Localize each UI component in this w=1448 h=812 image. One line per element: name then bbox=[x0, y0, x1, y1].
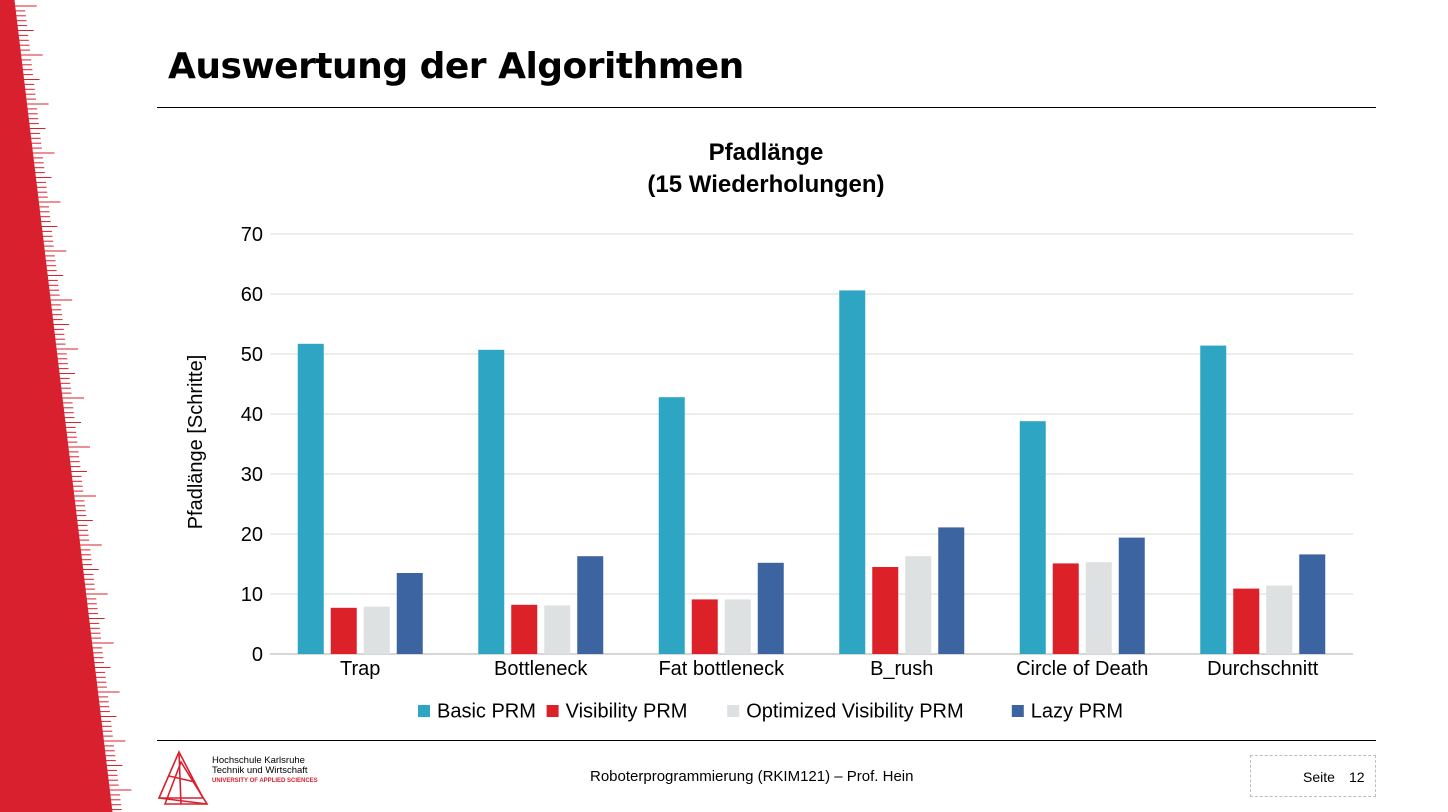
page-label: Seite bbox=[1303, 769, 1335, 785]
y-tick-label: 0 bbox=[252, 644, 263, 666]
bar bbox=[330, 607, 357, 654]
ruler-decoration bbox=[0, 0, 132, 812]
footer-divider bbox=[157, 740, 1376, 741]
logo-text-line1: Hochschule Karlsruhe bbox=[212, 755, 305, 766]
bar bbox=[905, 556, 932, 654]
x-tick-label: Circle of Death bbox=[1016, 658, 1148, 680]
x-tick-label: Trap bbox=[340, 658, 380, 680]
title-divider bbox=[157, 107, 1376, 108]
legend-swatch bbox=[418, 705, 430, 717]
ruler-edge bbox=[13, 0, 113, 812]
bar bbox=[1299, 554, 1326, 654]
bar bbox=[1019, 421, 1046, 654]
legend-swatch bbox=[1011, 705, 1024, 717]
y-tick-label: 50 bbox=[241, 344, 263, 366]
legend-label: Visibility PRM bbox=[566, 701, 688, 723]
bar bbox=[1085, 562, 1112, 654]
bar bbox=[757, 562, 784, 654]
y-axis-label: Pfadlänge [Schritte] bbox=[185, 355, 207, 530]
bar bbox=[544, 605, 571, 654]
legend-label: Lazy PRM bbox=[1031, 701, 1123, 723]
bar bbox=[1233, 588, 1260, 654]
x-tick-label: Fat bottleneck bbox=[658, 658, 785, 680]
y-tick-label: 40 bbox=[241, 404, 263, 426]
x-tick-label: Bottleneck bbox=[494, 658, 588, 680]
y-tick-label: 60 bbox=[241, 284, 263, 306]
bar bbox=[396, 573, 423, 654]
bar bbox=[658, 397, 685, 654]
bar bbox=[872, 567, 899, 654]
legend-swatch bbox=[727, 705, 740, 717]
bar bbox=[1266, 585, 1293, 654]
bar bbox=[691, 599, 718, 654]
chart-subtitle: (15 Wiederholungen) bbox=[647, 171, 884, 198]
logo-text-line3: UNIVERSITY OF APPLIED SCIENCES bbox=[212, 778, 318, 784]
bar bbox=[938, 527, 965, 654]
ruler-band bbox=[0, 0, 112, 812]
y-tick-label: 30 bbox=[241, 464, 263, 486]
legend-label: Optimized Visibility PRM bbox=[746, 701, 963, 723]
legend-label: Basic PRM bbox=[437, 701, 536, 723]
page-number-box: Seite 12 bbox=[1250, 755, 1376, 797]
bar bbox=[363, 606, 390, 654]
bar bbox=[297, 343, 324, 654]
bar bbox=[839, 290, 866, 654]
logo-mark-icon bbox=[157, 750, 209, 805]
bar bbox=[724, 599, 751, 654]
bar bbox=[1118, 537, 1145, 654]
footer-course: Roboterprogrammierung (RKIM121) – Prof. … bbox=[590, 768, 914, 785]
y-tick-label: 20 bbox=[241, 524, 263, 546]
x-tick-label: B_rush bbox=[870, 658, 933, 680]
bar bbox=[1052, 563, 1079, 654]
page-number: 12 bbox=[1349, 769, 1365, 785]
x-tick-label: Durchschnitt bbox=[1207, 658, 1319, 680]
y-tick-label: 10 bbox=[241, 584, 263, 606]
bar bbox=[577, 556, 604, 654]
logo-text-line2: Technik und Wirtschaft bbox=[212, 765, 308, 776]
chart-title: Pfadlänge bbox=[709, 139, 824, 166]
bar bbox=[478, 349, 505, 654]
page-title: Auswertung der Algorithmen bbox=[168, 46, 744, 87]
legend-swatch bbox=[546, 705, 559, 717]
bar bbox=[511, 604, 538, 654]
bar-chart: Pfadlänge (15 Wiederholungen) 0 10 20 30 40 50 6… bbox=[185, 139, 1353, 723]
university-logo: Hochschule Karlsruhe Technik und Wirtsch… bbox=[157, 750, 318, 805]
y-tick-label: 70 bbox=[241, 224, 263, 246]
bar bbox=[1200, 345, 1227, 654]
